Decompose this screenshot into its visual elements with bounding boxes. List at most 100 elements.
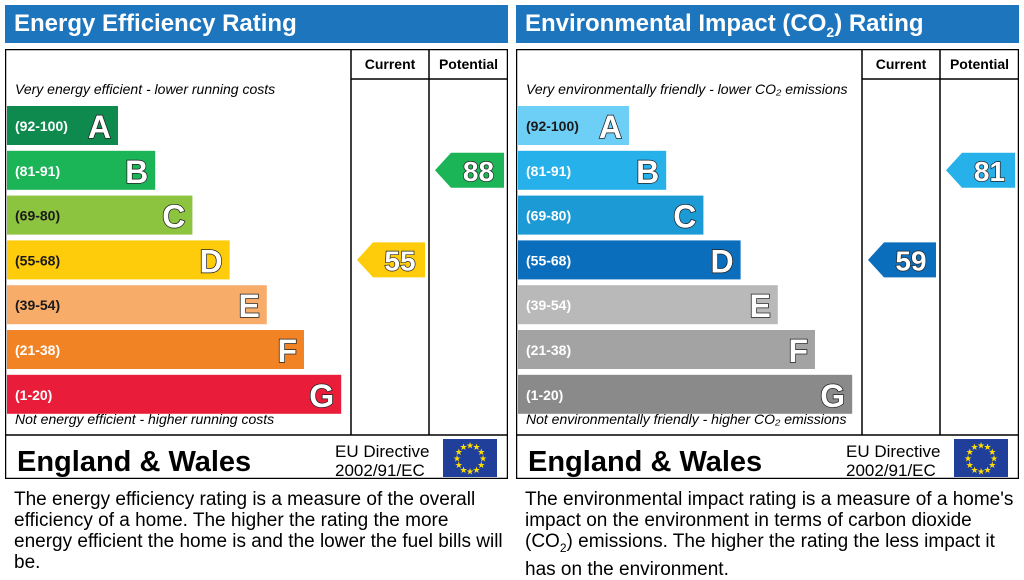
eu-star-icon: ★ — [477, 460, 485, 470]
rating-letter-d: D — [710, 243, 733, 279]
title-part: Environmental Impact (CO — [525, 10, 827, 37]
current-rating-value: 55 — [384, 245, 415, 276]
rating-letter-f: F — [277, 333, 297, 369]
rating-bar-f — [7, 330, 304, 369]
rating-bar-f — [518, 330, 815, 369]
potential-column-header: Potential — [439, 56, 498, 72]
eu-star-icon: ★ — [472, 442, 480, 452]
rating-band-label: (69-80) — [15, 208, 60, 224]
rating-band-label: (92-100) — [15, 118, 68, 134]
chart-frame — [4, 48, 509, 480]
rating-letter-g: G — [820, 378, 845, 414]
rating-band-label: (39-54) — [15, 297, 60, 313]
eu-star-icon: ★ — [477, 447, 485, 457]
eu-star-icon: ★ — [970, 442, 978, 452]
rating-band-label: (55-68) — [15, 252, 60, 268]
rating-band-label: (69-80) — [526, 208, 571, 224]
rating-band-label: (81-91) — [15, 163, 60, 179]
rating-band-label: (21-38) — [15, 342, 60, 358]
rating-letter-g: G — [309, 378, 334, 414]
eu-star-icon: ★ — [983, 465, 991, 475]
directive-line-1: EU Directive — [335, 442, 429, 461]
current-rating-arrow — [357, 242, 425, 278]
eu-star-icon: ★ — [466, 441, 474, 451]
eu-flag-icon — [954, 439, 1008, 477]
rating-chart-svg: Current Potential Very energy efficient - … — [4, 48, 509, 480]
eu-star-icon: ★ — [988, 447, 996, 457]
rating-bar-b — [518, 150, 667, 190]
description-part: The environmental impact rating is a mea… — [525, 489, 1014, 552]
environmental-impact-panel: Environmental Impact (CO2) Rating Curren… — [515, 5, 1020, 580]
eu-star-icon: ★ — [966, 460, 974, 470]
eu-star-icon: ★ — [466, 467, 474, 477]
eu-star-icon: ★ — [966, 447, 974, 457]
eu-star-icon: ★ — [459, 442, 467, 452]
potential-rating-arrow — [946, 152, 1015, 188]
eu-star-icon: ★ — [455, 460, 463, 470]
rating-bar-d — [7, 240, 230, 280]
rating-bar-g — [7, 374, 342, 414]
eu-star-icon: ★ — [964, 454, 972, 464]
rating-band-label: (1-20) — [15, 387, 52, 403]
eu-star-icon: ★ — [479, 454, 487, 464]
rating-letter-a: A — [599, 109, 622, 145]
current-column-header: Current — [876, 56, 927, 72]
panel-title: Environmental Impact (CO2) Rating — [516, 5, 1019, 43]
chart-frame — [515, 48, 1020, 480]
rating-letter-d: D — [199, 243, 222, 279]
rating-bar-e — [7, 285, 267, 325]
rating-bar-c — [7, 195, 193, 235]
description-part: ) emissions. The higher the rating the l… — [525, 531, 995, 580]
rating-band-label: (1-20) — [526, 387, 563, 403]
potential-column-header: Potential — [950, 56, 1009, 72]
eu-star-icon: ★ — [455, 447, 463, 457]
eu-star-icon: ★ — [990, 454, 998, 464]
rating-letter-c: C — [162, 199, 185, 235]
eu-star-icon: ★ — [459, 465, 467, 475]
rating-band-label: (21-38) — [526, 342, 571, 358]
directive-line-1: EU Directive — [846, 442, 940, 461]
top-note: Very environmentally friendly - lower CO… — [526, 81, 847, 97]
current-rating-arrow — [868, 242, 936, 278]
directive-line-2: 2002/91/EC — [335, 461, 425, 479]
region-label: England & Wales — [17, 446, 251, 478]
rating-band-label: (81-91) — [526, 163, 571, 179]
region-label: England & Wales — [528, 446, 762, 478]
rating-letter-b: B — [125, 154, 148, 190]
bottom-note: Not environmentally friendly - higher CO… — [526, 411, 846, 427]
title-subscript: 2 — [826, 23, 835, 40]
eu-star-icon: ★ — [977, 467, 985, 477]
panel-description: The environmental impact rating is a mea… — [525, 489, 1015, 580]
rating-band-label: (39-54) — [526, 297, 571, 313]
energy-efficiency-panel: Energy Efficiency Rating Current Potentia… — [4, 5, 509, 573]
eu-star-icon: ★ — [977, 441, 985, 451]
rating-bar-a — [518, 106, 629, 145]
eu-star-icon: ★ — [472, 465, 480, 475]
rating-letter-c: C — [673, 199, 696, 235]
potential-rating-value: 81 — [974, 156, 1005, 187]
eu-star-icon: ★ — [970, 465, 978, 475]
rating-chart-svg: Current Potential Very environmentally fri… — [515, 48, 1020, 480]
eu-flag-icon — [443, 439, 497, 477]
energy-efficiency-chart: Current Potential Very energy efficient - … — [4, 48, 509, 480]
rating-bar-b — [7, 150, 156, 190]
directive-line-2: 2002/91/EC — [846, 461, 936, 479]
rating-bar-e — [518, 285, 778, 325]
top-note: Very energy efficient - lower running co… — [15, 81, 275, 97]
eu-star-icon: ★ — [983, 442, 991, 452]
bottom-note: Not energy efficient - higher running co… — [15, 411, 274, 427]
rating-bar-c — [518, 195, 704, 235]
rating-letter-e: E — [238, 288, 259, 324]
rating-bar-d — [518, 240, 741, 280]
eu-star-icon: ★ — [453, 454, 461, 464]
description-subscript: 2 — [559, 540, 567, 555]
current-rating-value: 59 — [895, 245, 926, 276]
panel-title: Energy Efficiency Rating — [5, 5, 508, 43]
rating-band-label: (92-100) — [526, 118, 579, 134]
panel-description: The energy efficiency rating is a measur… — [14, 489, 503, 573]
environmental-impact-chart: Current Potential Very environmentally fri… — [515, 48, 1020, 480]
rating-letter-f: F — [788, 333, 808, 369]
eu-star-icon: ★ — [988, 460, 996, 470]
potential-rating-value: 88 — [463, 156, 494, 187]
rating-letter-a: A — [88, 109, 111, 145]
